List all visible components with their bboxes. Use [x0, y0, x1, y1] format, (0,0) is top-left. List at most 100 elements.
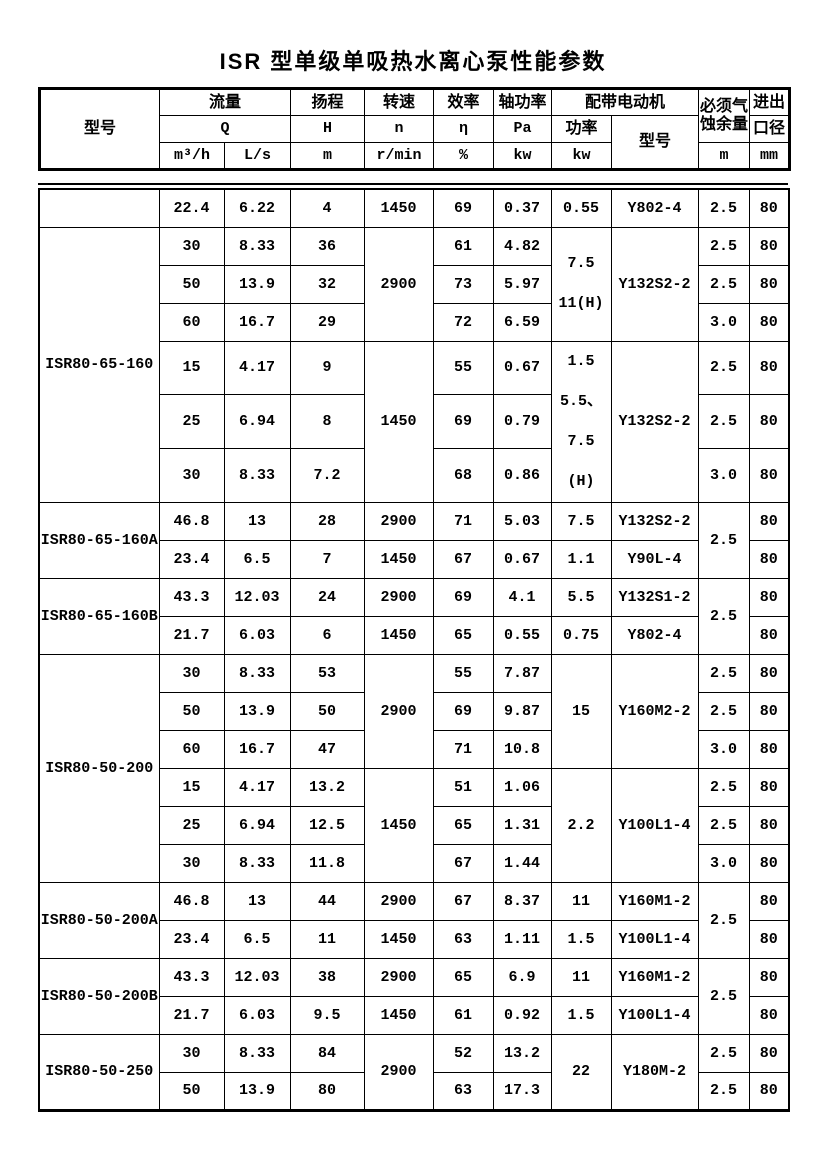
cell: 6.94 [223, 805, 291, 845]
cell: 8.33 [223, 843, 291, 883]
cell: 2.5 [697, 264, 750, 304]
cell: 80 [748, 995, 790, 1035]
cell: 72 [432, 302, 494, 342]
cell: 13.9 [223, 1071, 291, 1111]
table-row: 15 4.17 13.2 1450 51 1.06 2.2 Y100L1-4 2.5 80 [39, 767, 790, 883]
cell: 80 [748, 577, 790, 617]
model-cell: ISR80-65-160A [38, 501, 160, 579]
table-row: 25 6.94 12.5 65 1.31 2.5 80 [39, 805, 790, 845]
cell: 2900 [363, 881, 434, 921]
cell: 13.2 [289, 767, 365, 807]
cell: 80 [748, 881, 790, 921]
cell: 1.5 5.5、7.5 (H) [550, 340, 612, 503]
model-cell: ISR80-50-200B [38, 957, 160, 1035]
cell: 38 [289, 957, 365, 997]
cell: 15 [158, 767, 225, 807]
cell: 1450 [363, 340, 434, 503]
table-row: 30 8.33 11.8 67 1.44 3.0 80 [39, 843, 790, 883]
cell: 1.1 [550, 539, 612, 579]
cell: 5.03 [492, 501, 552, 541]
cell: 16.7 [223, 302, 291, 342]
cell: 25 [158, 805, 225, 845]
cell: 50 [158, 264, 225, 304]
cell: 13.9 [223, 691, 291, 731]
cell: 10.8 [492, 729, 552, 769]
cell: 61 [432, 995, 494, 1035]
header-bore-line1: 进出 [749, 88, 791, 116]
table-row: 50 13.9 32 73 5.97 2.5 80 [39, 264, 790, 304]
cell: 65 [432, 615, 494, 655]
cell: Y132S2-2 [610, 226, 699, 342]
cell: 8.33 [223, 1033, 291, 1073]
cell: 63 [432, 919, 494, 959]
header-npsh-line2: 蚀余量 [700, 116, 749, 133]
cell: 2900 [363, 226, 434, 342]
cell: 63 [432, 1071, 494, 1111]
header-head: 扬程 [290, 88, 366, 116]
cell: 69 [432, 691, 494, 731]
cell: 7.5 11(H) [550, 226, 612, 342]
table-row: ISR80-50-200B 43.3 12.03 38 2900 65 6.9 11 Y160M… [38, 957, 790, 1035]
cell: 23.4 [158, 919, 225, 959]
cell: 12.03 [223, 577, 291, 617]
cell: 7.5 [550, 501, 612, 541]
cell: 43.3 [158, 957, 225, 997]
cell: 71 [432, 501, 494, 541]
cell: 1450 [363, 539, 434, 579]
cell: 60 [158, 729, 225, 769]
header-flow-symbol: Q [158, 115, 292, 143]
cell-line: 5.5、7.5 [559, 392, 602, 450]
cell: 50 [158, 691, 225, 731]
cell: 69 [432, 188, 494, 228]
cell: 1450 [363, 995, 434, 1035]
cell: 4.1 [492, 577, 552, 617]
header-row-2: Q H n η Pa 功率 型号 口径 [40, 115, 791, 170]
table-row: ISR80-50-250 30 8.33 84 2900 52 13.2 22 Y180M-2 2… [38, 1033, 790, 1111]
cell: 5.5 [550, 577, 612, 617]
cell: 22 [550, 1033, 612, 1111]
cell: 1450 [363, 767, 434, 883]
cell: 1450 [363, 188, 434, 228]
cell: 21.7 [158, 995, 225, 1035]
cell: 16.7 [223, 729, 291, 769]
page-title: ISR 型单级单吸热水离心泵性能参数 [219, 49, 607, 74]
header-unit-ls: L/s [223, 142, 292, 170]
cell: 71 [432, 729, 494, 769]
cell: 30 [158, 653, 225, 693]
header-shaft-power: 轴功率 [493, 88, 553, 116]
table-row: ISR80-65-160 30 8.33 36 2900 61 4.82 7.5 11(H) Y1… [38, 226, 790, 503]
cell: 8 [289, 394, 365, 449]
cell: 3.0 [697, 843, 750, 883]
cell: Y100L1-4 [610, 995, 699, 1035]
table-row: 60 16.7 29 72 6.59 3.0 80 [39, 302, 790, 342]
cell: 84 [289, 1033, 365, 1073]
cell: 2.5 [697, 1071, 750, 1111]
cell: 80 [748, 1071, 790, 1111]
cell-line: 7.5 [567, 255, 595, 272]
cell: Y802-4 [610, 615, 699, 655]
header-unit-percent: % [433, 142, 495, 170]
cell: 1.11 [492, 919, 552, 959]
cell: 6.9 [492, 957, 552, 997]
cell: 2900 [363, 577, 434, 617]
cell: 11 [289, 919, 365, 959]
header-flow: 流量 [158, 88, 292, 116]
cell: 0.55 [492, 615, 552, 655]
cell: 80 [748, 340, 790, 396]
cell: 80 [748, 805, 790, 845]
cell: 8.33 [223, 653, 291, 693]
cell: 67 [432, 843, 494, 883]
cell: 80 [289, 1071, 365, 1111]
cell: Y100L1-4 [610, 767, 699, 883]
cell: 24 [289, 577, 365, 617]
cell: 6.22 [223, 188, 291, 228]
cell: 80 [748, 843, 790, 883]
header-speed: 转速 [364, 88, 435, 116]
cell: 2.5 [697, 881, 750, 959]
cell: 30 [158, 226, 225, 266]
cell: 13.2 [492, 1033, 552, 1073]
cell: Y132S1-2 [610, 577, 699, 617]
cell: 80 [748, 1033, 790, 1073]
table-row: 22.4 6.22 4 1450 69 0.37 0.55 Y802-4 2.5 80 [38, 188, 790, 228]
header-unit-kw-motor: kw [551, 142, 613, 170]
